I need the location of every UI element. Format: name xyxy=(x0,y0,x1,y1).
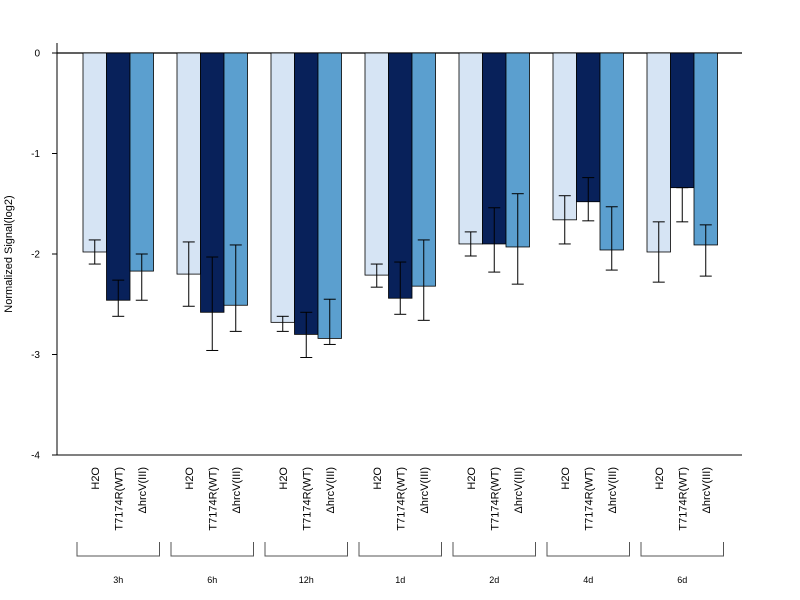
error-bar xyxy=(605,206,618,271)
group-bracket xyxy=(640,542,724,557)
bar xyxy=(82,52,107,253)
group-bracket xyxy=(546,542,630,557)
treatment-label: H2O xyxy=(90,467,102,490)
group-label: 4d xyxy=(583,575,593,585)
treatment-label: T7174R(WT) xyxy=(489,467,501,531)
error-bar xyxy=(276,315,289,332)
error-bar xyxy=(394,261,407,315)
group-label: 2d xyxy=(489,575,499,585)
treatment-label: H2O xyxy=(654,467,666,490)
treatment-label: T7174R(WT) xyxy=(207,467,219,531)
error-bar xyxy=(323,298,336,345)
treatment-label: H2O xyxy=(372,467,384,490)
error-bar xyxy=(182,241,195,307)
treatment-label: ΔhrcV(III) xyxy=(231,467,243,513)
treatment-label: ΔhrcV(III) xyxy=(137,467,149,513)
y-tick-label: -1 xyxy=(31,149,40,160)
bar xyxy=(693,52,718,246)
error-bar xyxy=(558,195,571,245)
error-bar xyxy=(112,279,125,317)
error-bar xyxy=(417,239,430,321)
bar xyxy=(270,52,295,323)
error-bar xyxy=(511,193,524,285)
treatment-label: T7174R(WT) xyxy=(583,467,595,531)
error-bar xyxy=(88,239,101,265)
group-label: 12h xyxy=(299,575,314,585)
error-bar xyxy=(652,221,665,283)
error-bar xyxy=(300,311,313,359)
treatment-label: ΔhrcV(III) xyxy=(325,467,337,513)
group-label: 6h xyxy=(207,575,217,585)
category-labels: H2O T7174R(WT) ΔhrcV(III) 3h H2O T7174R(WT) Δh… xyxy=(76,467,724,585)
treatment-label: ΔhrcV(III) xyxy=(607,467,619,513)
treatment-label: H2O xyxy=(184,467,196,490)
bar xyxy=(317,52,342,339)
bar xyxy=(294,52,319,335)
treatment-label: ΔhrcV(III) xyxy=(701,467,713,513)
y-tick-label: 0 xyxy=(34,49,40,60)
error-bar xyxy=(229,244,242,332)
bar xyxy=(106,52,131,301)
treatment-label: ΔhrcV(III) xyxy=(419,467,431,513)
y-tick-label: -2 xyxy=(31,250,40,261)
y-tick-label: -4 xyxy=(31,451,40,462)
error-bar xyxy=(488,207,501,273)
treatment-label: ΔhrcV(III) xyxy=(513,467,525,513)
bar xyxy=(129,52,154,272)
group-bracket xyxy=(358,542,442,557)
bar xyxy=(552,52,577,221)
group-bracket xyxy=(170,542,254,557)
error-bar xyxy=(206,256,219,351)
error-bar xyxy=(699,224,712,277)
bar xyxy=(388,52,413,299)
bar xyxy=(364,52,389,276)
group-bracket xyxy=(76,542,160,557)
y-tick-label: -3 xyxy=(31,350,40,361)
error-bar xyxy=(582,177,595,222)
error-bar xyxy=(676,187,689,223)
group-label: 3h xyxy=(113,575,123,585)
y-axis-title: Normalized Signal(log2) xyxy=(3,195,15,312)
treatment-label: T7174R(WT) xyxy=(301,467,313,531)
bar xyxy=(458,52,483,245)
group-label: 1d xyxy=(395,575,405,585)
error-bar xyxy=(135,253,148,301)
treatment-label: T7174R(WT) xyxy=(677,467,689,531)
error-bar xyxy=(370,263,383,288)
group-label: 6d xyxy=(677,575,687,585)
error-bars xyxy=(88,177,712,359)
bar xyxy=(176,52,201,275)
group-bracket xyxy=(264,542,348,557)
treatment-label: H2O xyxy=(278,467,290,490)
group-bracket xyxy=(452,542,536,557)
error-bar xyxy=(464,231,477,257)
bar xyxy=(670,52,695,189)
treatment-label: H2O xyxy=(560,467,572,490)
treatment-label: T7174R(WT) xyxy=(395,467,407,531)
bars xyxy=(82,52,718,339)
treatment-label: T7174R(WT) xyxy=(113,467,125,531)
treatment-label: H2O xyxy=(466,467,478,490)
